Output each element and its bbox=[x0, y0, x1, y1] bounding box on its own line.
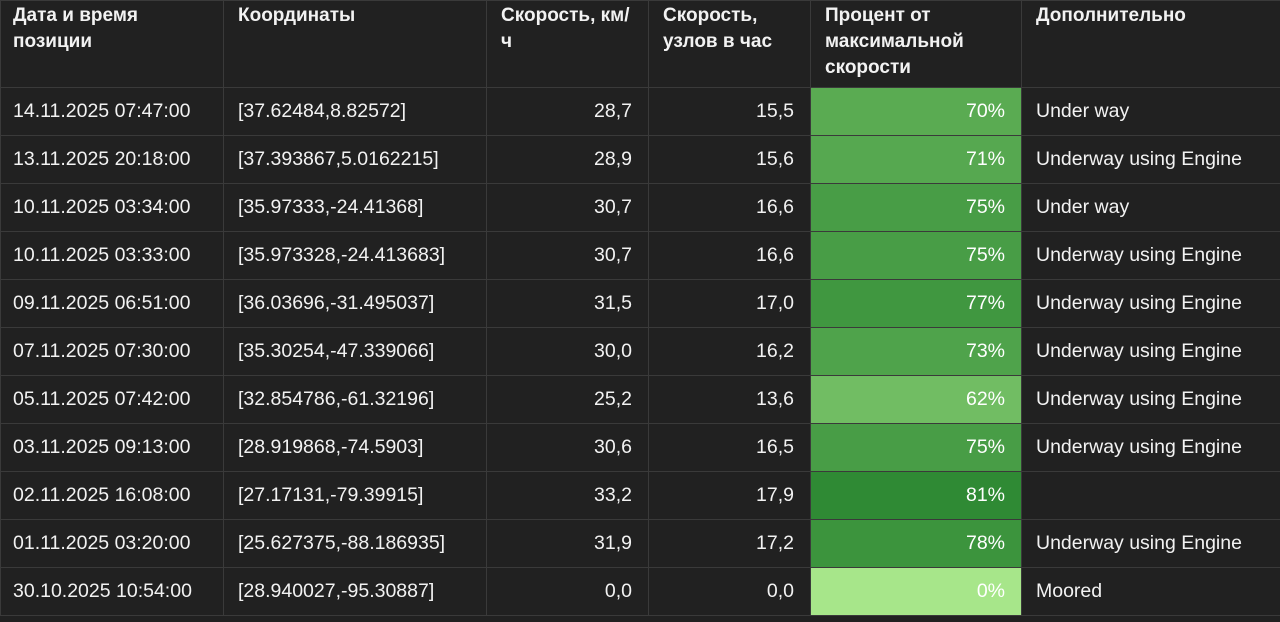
header-speed-percent: Процент от максимальной скорости bbox=[810, 0, 1022, 88]
cell-datetime: 09.11.2025 06:51:00 bbox=[0, 279, 224, 328]
cell-extra: Underway using Engine bbox=[1021, 327, 1280, 376]
cell-speed-kmh: 28,7 bbox=[486, 87, 649, 136]
cell-speed-knots: 16,2 bbox=[648, 327, 811, 376]
cell-coordinates: [28.919868,-74.5903] bbox=[223, 423, 487, 472]
cell-datetime: 03.11.2025 09:13:00 bbox=[0, 423, 224, 472]
table-row: 13.11.2025 20:18:00 [37.393867,5.0162215]… bbox=[0, 135, 1280, 184]
cell-speed-knots: 15,5 bbox=[648, 87, 811, 136]
cell-speed-percent: 71% bbox=[810, 135, 1022, 184]
cell-coordinates: [35.973328,-24.413683] bbox=[223, 231, 487, 280]
cell-coordinates: [35.30254,-47.339066] bbox=[223, 327, 487, 376]
cell-speed-knots: 17,9 bbox=[648, 471, 811, 520]
table-header-row: Дата и время позиции Координаты Скорость… bbox=[0, 0, 1280, 88]
cell-speed-knots: 16,6 bbox=[648, 231, 811, 280]
header-extra: Дополнительно bbox=[1021, 0, 1280, 88]
cell-speed-knots: 13,6 bbox=[648, 375, 811, 424]
cell-extra: Underway using Engine bbox=[1021, 231, 1280, 280]
cell-speed-percent: 0% bbox=[810, 567, 1022, 616]
cell-datetime: 07.11.2025 07:30:00 bbox=[0, 327, 224, 376]
cell-extra: Underway using Engine bbox=[1021, 279, 1280, 328]
header-coordinates: Координаты bbox=[223, 0, 487, 88]
table-row: 07.11.2025 07:30:00 [35.30254,-47.339066]… bbox=[0, 327, 1280, 376]
table-row: 10.11.2025 03:34:00 [35.97333,-24.41368] 3… bbox=[0, 183, 1280, 232]
table-row: 03.11.2025 09:13:00 [28.919868,-74.5903] 3… bbox=[0, 423, 1280, 472]
cell-speed-percent: 81% bbox=[810, 471, 1022, 520]
cell-datetime: 14.11.2025 07:47:00 bbox=[0, 87, 224, 136]
cell-coordinates: [35.97333,-24.41368] bbox=[223, 183, 487, 232]
cell-datetime: 01.11.2025 03:20:00 bbox=[0, 519, 224, 568]
cell-speed-knots: 16,6 bbox=[648, 183, 811, 232]
cell-speed-percent: 77% bbox=[810, 279, 1022, 328]
cell-speed-percent: 70% bbox=[810, 87, 1022, 136]
cell-speed-percent: 73% bbox=[810, 327, 1022, 376]
cell-coordinates: [32.854786,-61.32196] bbox=[223, 375, 487, 424]
cell-speed-knots: 17,2 bbox=[648, 519, 811, 568]
cell-speed-kmh: 30,0 bbox=[486, 327, 649, 376]
cell-speed-percent: 75% bbox=[810, 183, 1022, 232]
cell-speed-knots: 15,6 bbox=[648, 135, 811, 184]
cell-coordinates: [28.940027,-95.30887] bbox=[223, 567, 487, 616]
table-row: 01.11.2025 03:20:00 [25.627375,-88.186935… bbox=[0, 519, 1280, 568]
cell-speed-kmh: 30,7 bbox=[486, 183, 649, 232]
cell-speed-percent: 78% bbox=[810, 519, 1022, 568]
cell-speed-kmh: 31,9 bbox=[486, 519, 649, 568]
cell-coordinates: [37.62484,8.82572] bbox=[223, 87, 487, 136]
cell-speed-kmh: 31,5 bbox=[486, 279, 649, 328]
cell-speed-kmh: 28,9 bbox=[486, 135, 649, 184]
cell-speed-kmh: 30,6 bbox=[486, 423, 649, 472]
cell-datetime: 02.11.2025 16:08:00 bbox=[0, 471, 224, 520]
cell-coordinates: [37.393867,5.0162215] bbox=[223, 135, 487, 184]
header-datetime: Дата и время позиции bbox=[0, 0, 224, 88]
cell-extra: Underway using Engine bbox=[1021, 135, 1280, 184]
cell-coordinates: [36.03696,-31.495037] bbox=[223, 279, 487, 328]
cell-speed-kmh: 25,2 bbox=[486, 375, 649, 424]
table-row: 30.10.2025 10:54:00 [28.940027,-95.30887]… bbox=[0, 567, 1280, 616]
cell-extra: Under way bbox=[1021, 183, 1280, 232]
header-speed-knots: Скорость, узлов в час bbox=[648, 0, 811, 88]
table-row: 09.11.2025 06:51:00 [36.03696,-31.495037]… bbox=[0, 279, 1280, 328]
cell-speed-kmh: 30,7 bbox=[486, 231, 649, 280]
cell-datetime: 13.11.2025 20:18:00 bbox=[0, 135, 224, 184]
cell-extra bbox=[1021, 471, 1280, 520]
cell-extra: Underway using Engine bbox=[1021, 375, 1280, 424]
header-speed-kmh: Скорость, км/ч bbox=[486, 0, 649, 88]
table-row: 02.11.2025 16:08:00 [27.17131,-79.39915] 3… bbox=[0, 471, 1280, 520]
cell-extra: Underway using Engine bbox=[1021, 423, 1280, 472]
cell-speed-knots: 0,0 bbox=[648, 567, 811, 616]
cell-coordinates: [27.17131,-79.39915] bbox=[223, 471, 487, 520]
table-row: 14.11.2025 07:47:00 [37.62484,8.82572] 28,… bbox=[0, 87, 1280, 136]
cell-coordinates: [25.627375,-88.186935] bbox=[223, 519, 487, 568]
cell-datetime: 10.11.2025 03:34:00 bbox=[0, 183, 224, 232]
cell-speed-kmh: 33,2 bbox=[486, 471, 649, 520]
cell-datetime: 30.10.2025 10:54:00 bbox=[0, 567, 224, 616]
table-row: 05.11.2025 07:42:00 [32.854786,-61.32196]… bbox=[0, 375, 1280, 424]
cell-speed-percent: 75% bbox=[810, 423, 1022, 472]
cell-speed-percent: 75% bbox=[810, 231, 1022, 280]
cell-extra: Under way bbox=[1021, 87, 1280, 136]
cell-speed-knots: 16,5 bbox=[648, 423, 811, 472]
cell-speed-kmh: 0,0 bbox=[486, 567, 649, 616]
cell-extra: Moored bbox=[1021, 567, 1280, 616]
table-row: 10.11.2025 03:33:00 [35.973328,-24.413683… bbox=[0, 231, 1280, 280]
cell-speed-knots: 17,0 bbox=[648, 279, 811, 328]
cell-datetime: 10.11.2025 03:33:00 bbox=[0, 231, 224, 280]
cell-speed-percent: 62% bbox=[810, 375, 1022, 424]
cell-datetime: 05.11.2025 07:42:00 bbox=[0, 375, 224, 424]
cell-extra: Underway using Engine bbox=[1021, 519, 1280, 568]
